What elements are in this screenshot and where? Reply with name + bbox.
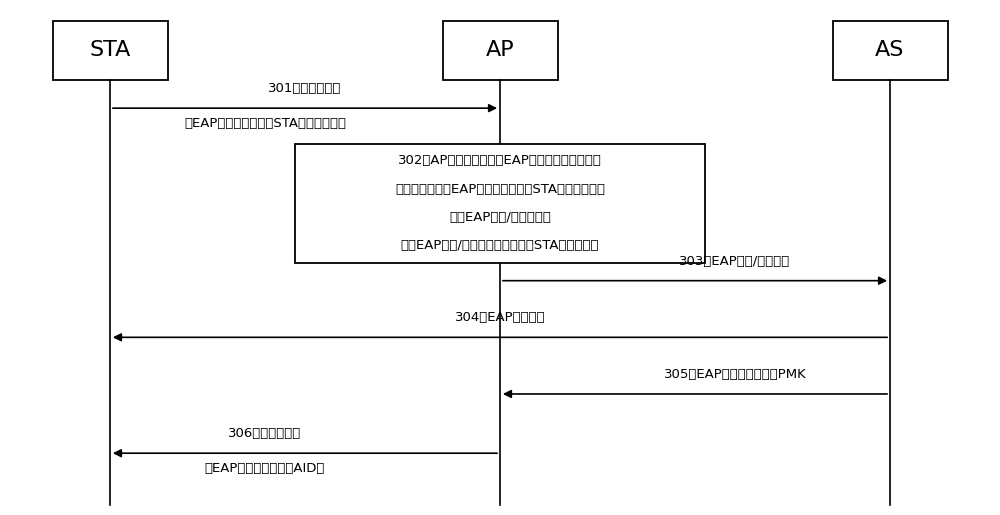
Text: 301、关联请求帧: 301、关联请求帧 (268, 82, 342, 95)
Bar (442, 21, 558, 80)
Text: 生成EAP响应/标识消息，: 生成EAP响应/标识消息， (449, 211, 551, 224)
Text: 根据隐含的所述EAP认证开始指示即STA的用户标识，: 根据隐含的所述EAP认证开始指示即STA的用户标识， (395, 183, 605, 196)
Bar (295, 144, 705, 263)
Text: 所述EAP响应/标识消息中包含所述STA的用户标识: 所述EAP响应/标识消息中包含所述STA的用户标识 (401, 239, 599, 252)
Bar (52, 21, 168, 80)
Text: 303、EAP响应/标识消息: 303、EAP响应/标识消息 (679, 255, 791, 268)
Text: （EAP认证开始指示和STA的用户标识）: （EAP认证开始指示和STA的用户标识） (184, 117, 346, 130)
Text: AP: AP (486, 40, 514, 60)
Text: （EAP认证成功消息和AID）: （EAP认证成功消息和AID） (205, 462, 325, 475)
Text: STA: STA (89, 40, 131, 60)
Text: 305、EAP认证成功消息和PMK: 305、EAP认证成功消息和PMK (664, 368, 806, 381)
Text: AS: AS (875, 40, 905, 60)
Text: 306、关联响应帧: 306、关联响应帧 (228, 427, 302, 440)
Text: 302、AP根据显式的所述EAP认证开始指示，或者: 302、AP根据显式的所述EAP认证开始指示，或者 (398, 154, 602, 167)
Bar (832, 21, 948, 80)
Text: 304、EAP认证方法: 304、EAP认证方法 (455, 312, 545, 324)
